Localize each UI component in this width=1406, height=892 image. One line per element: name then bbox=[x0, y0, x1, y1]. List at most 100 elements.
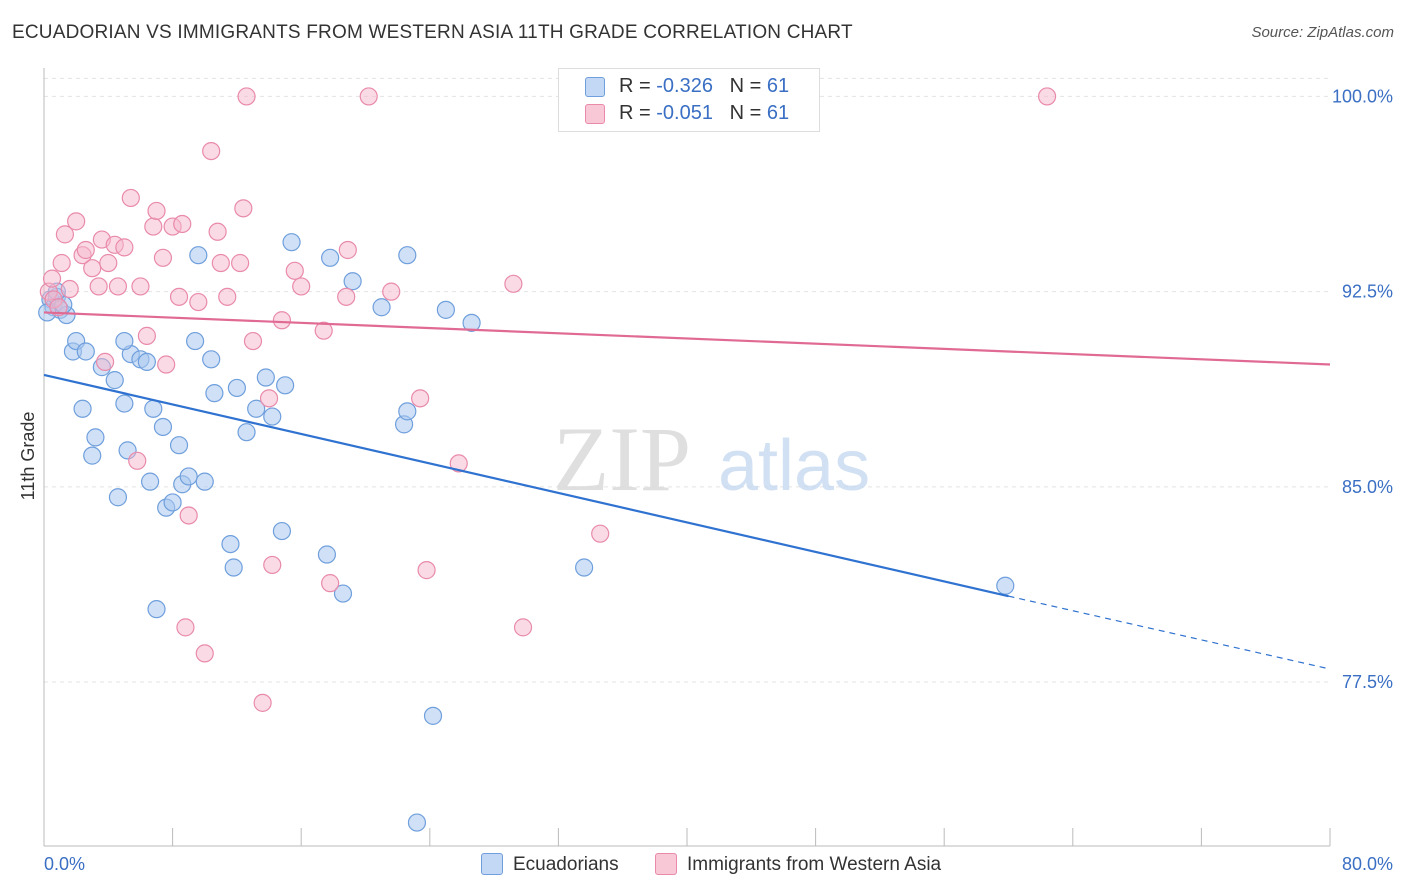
axes bbox=[43, 68, 1331, 847]
legend-r-label: R = bbox=[619, 75, 651, 97]
ecuadorians-point bbox=[575, 558, 594, 577]
ecuadorians-point bbox=[202, 350, 221, 369]
western-asia-point bbox=[449, 454, 468, 473]
western-asia-point bbox=[195, 644, 214, 663]
western-asia-point bbox=[157, 355, 176, 374]
western-asia-point bbox=[52, 253, 71, 273]
x-tick-label-min: 0.0% bbox=[44, 854, 85, 874]
ecuadorians-point bbox=[263, 407, 282, 426]
ecuadorians-point bbox=[189, 246, 208, 265]
western-asia-point bbox=[591, 524, 610, 543]
bottom-legend-label-ecuadorians: Ecuadorians bbox=[513, 854, 619, 875]
western-asia-point bbox=[382, 282, 401, 301]
ecuadorians-point bbox=[153, 417, 173, 437]
ecuadorians-point bbox=[144, 399, 163, 418]
ecuadorians-point bbox=[321, 248, 340, 267]
ecuadorians-point bbox=[372, 298, 391, 317]
western-asia-point bbox=[359, 87, 378, 106]
legend-r-label: R = bbox=[619, 102, 651, 124]
western-asia-point bbox=[176, 618, 195, 637]
western-asia-point bbox=[504, 274, 523, 293]
ecuadorians-point bbox=[282, 233, 301, 252]
western-asia-point bbox=[259, 389, 279, 408]
ecuadorians-point bbox=[436, 300, 455, 319]
western-asia-point bbox=[253, 693, 272, 712]
ecuadorians-point bbox=[83, 446, 102, 465]
y-tick-label: 92.5% bbox=[1342, 282, 1393, 302]
ecuadorians-point bbox=[205, 384, 224, 403]
western-asia-point bbox=[55, 225, 74, 244]
ecuadorians-point bbox=[227, 378, 246, 398]
ecuadorians-point bbox=[169, 436, 189, 455]
legend-n-value-pink: 61 bbox=[766, 102, 790, 124]
western-asia-point bbox=[417, 561, 436, 580]
ecuadorians-point bbox=[423, 706, 443, 725]
western-asia-point bbox=[285, 261, 304, 280]
western-asia-point bbox=[243, 331, 263, 351]
western-asia-point bbox=[321, 574, 340, 593]
y-tick-label: 100.0% bbox=[1332, 86, 1393, 106]
legend-n-label: N = bbox=[729, 75, 762, 97]
western-asia-point bbox=[169, 287, 189, 306]
y-tick-label: 85.0% bbox=[1342, 477, 1393, 497]
ecuadorians-point bbox=[462, 313, 481, 332]
western-asia-point bbox=[211, 253, 230, 273]
legend-n-value-blue: 61 bbox=[766, 75, 790, 97]
watermark: ZIP atlas bbox=[553, 408, 870, 510]
trend-lines bbox=[43, 311, 1331, 670]
western-asia-point bbox=[338, 240, 357, 260]
western-asia-point bbox=[231, 253, 250, 273]
ecuadorians-trend-line bbox=[43, 373, 1009, 598]
western-asia-trend-line bbox=[43, 311, 1331, 366]
western-asia-point bbox=[144, 217, 163, 236]
western-asia-point bbox=[189, 292, 208, 312]
ecuadorians-point bbox=[272, 521, 292, 541]
western-asia-point bbox=[218, 287, 237, 306]
western-asia-point bbox=[234, 199, 253, 218]
western-asia-point bbox=[314, 321, 333, 340]
ecuadorians-points bbox=[38, 233, 1015, 832]
western-asia-point bbox=[83, 259, 102, 278]
ecuadorians-point bbox=[105, 371, 124, 390]
ecuadorians-point bbox=[247, 399, 266, 418]
y-tick-label: 77.5% bbox=[1342, 672, 1393, 692]
western-asia-point bbox=[89, 277, 108, 296]
western-asia-point bbox=[115, 238, 134, 257]
ecuadorians-point bbox=[276, 376, 295, 395]
western-asia-point bbox=[42, 269, 62, 288]
correlation-legend: R = -0.326 N = 61 R = -0.051 N = 61 bbox=[558, 68, 820, 132]
western-asia-point bbox=[67, 212, 86, 231]
watermark-zip: ZIP bbox=[553, 408, 691, 510]
legend-r-value-pink: -0.051 bbox=[656, 102, 713, 124]
ecuadorians-point bbox=[137, 352, 156, 372]
western-asia-point bbox=[60, 279, 79, 299]
western-asia-point bbox=[337, 287, 356, 306]
western-asia-point bbox=[99, 253, 118, 273]
ecuadorians-point bbox=[224, 558, 243, 577]
ecuadorians-point bbox=[343, 272, 362, 291]
ecuadorians-point bbox=[398, 402, 417, 421]
ecuadorians-point bbox=[221, 534, 240, 554]
bottom-legend-swatch-blue bbox=[481, 853, 503, 875]
legend-n-label: N = bbox=[729, 102, 762, 124]
source-credit: Source: ZipAtlas.com bbox=[1251, 24, 1394, 41]
western-asia-point bbox=[128, 451, 147, 470]
western-asia-point bbox=[147, 201, 166, 221]
ecuadorians-point bbox=[186, 331, 205, 351]
ecuadorians-point bbox=[256, 368, 275, 387]
axis-labels: 100.0% 92.5% 85.0% 77.5% 0.0% 80.0% 11th Grade bbox=[18, 86, 1393, 874]
western-asia-point bbox=[263, 555, 282, 575]
western-asia-point bbox=[179, 506, 198, 525]
western-asia-point bbox=[131, 277, 150, 296]
ecuadorians-point bbox=[147, 600, 166, 619]
ecuadorians-point bbox=[163, 493, 182, 512]
western-asia-point bbox=[153, 248, 173, 267]
ecuadorians-point bbox=[237, 423, 256, 442]
legend-swatch-blue bbox=[585, 77, 605, 97]
western-asia-point bbox=[76, 240, 95, 260]
legend-r-value-blue: -0.326 bbox=[656, 75, 713, 97]
x-tick-label-max: 80.0% bbox=[1342, 854, 1393, 874]
legend-swatch-pink bbox=[585, 104, 605, 124]
ecuadorians-point bbox=[108, 488, 128, 507]
